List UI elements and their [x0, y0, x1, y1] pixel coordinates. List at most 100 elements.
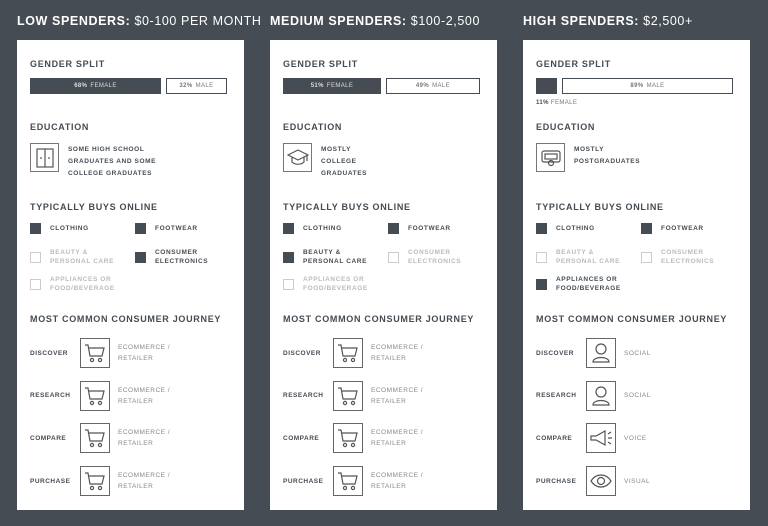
- gender-heading: GENDER SPLIT: [283, 59, 358, 69]
- journey-stage: COMPARE: [283, 434, 320, 442]
- journey-stage: PURCHASE: [536, 477, 577, 485]
- cart-icon: [80, 338, 110, 368]
- gender-split-bar: 89% MALE: [536, 78, 733, 94]
- checked-box-icon: [283, 251, 294, 263]
- female-bar: 68% FEMALE: [30, 78, 161, 94]
- eye-icon: [586, 466, 616, 497]
- journey-channel: ECOMMERCE / RETAILER: [118, 472, 171, 491]
- male-bar: 49% MALE: [386, 78, 480, 94]
- gender-heading: GENDER SPLIT: [536, 59, 611, 69]
- buy-category-item: CONSUMER ELECTRONICS: [641, 248, 741, 266]
- buys-heading: TYPICALLY BUYS ONLINE: [536, 202, 664, 212]
- checked-box-icon: [388, 223, 399, 234]
- unchecked-box-icon: [641, 251, 652, 263]
- buy-category-item: CONSUMER ELECTRONICS: [135, 248, 235, 266]
- journey-row: COMPARE ECOMMERCE / RETAILER: [30, 423, 230, 454]
- journey-channel: ECOMMERCE / RETAILER: [371, 386, 424, 405]
- person-icon: [586, 380, 616, 411]
- diploma-icon: [536, 143, 565, 172]
- female-label: 11% FEMALE: [536, 100, 578, 106]
- journey-row: PURCHASE ECOMMERCE / RETAILER: [283, 466, 483, 497]
- cart-icon: [333, 423, 363, 454]
- panel-title: LOW SPENDERS: $0-100 PER MONTH: [17, 14, 262, 28]
- journey-row: COMPARE VOICE: [536, 423, 736, 454]
- buys-heading: TYPICALLY BUYS ONLINE: [283, 202, 411, 212]
- education-text: MOSTLY POSTGRADUATES: [574, 146, 641, 165]
- journey-stage: COMPARE: [536, 434, 573, 442]
- spender-panel: GENDER SPLIT 51% FEMALE 49% MALE EDUCATION MOS…: [270, 40, 497, 510]
- journey-channel: SOCIAL: [624, 349, 651, 357]
- buy-category-item: APPLIANCES OR FOOD/BEVERAGE: [283, 275, 383, 293]
- journey-channel: ECOMMERCE / RETAILER: [118, 429, 171, 448]
- buy-category-item: CLOTHING: [30, 223, 130, 234]
- journey-row: DISCOVER SOCIAL: [536, 338, 736, 368]
- journey-heading: MOST COMMON CONSUMER JOURNEY: [30, 314, 222, 324]
- journey-stage: PURCHASE: [283, 477, 324, 485]
- journey-channel: SOCIAL: [624, 392, 651, 400]
- education-text: SOME HIGH SCHOOL GRADUATES AND SOME COLLEG…: [68, 146, 157, 177]
- journey-stage: RESEARCH: [536, 392, 577, 400]
- cart-icon: [333, 338, 363, 368]
- journey-stage: DISCOVER: [30, 349, 68, 357]
- buy-category-item: CONSUMER ELECTRONICS: [388, 248, 488, 266]
- unchecked-box-icon: [30, 251, 41, 263]
- buy-category-item: FOOTWEAR: [135, 223, 235, 234]
- gender-split-bar: 68% FEMALE 32% MALE: [30, 78, 227, 94]
- graduation-cap-icon: [283, 143, 312, 172]
- journey-channel: ECOMMERCE / RETAILER: [371, 429, 424, 448]
- panel-title: MEDIUM SPENDERS: $100-2,500: [270, 14, 481, 28]
- journey-channel: ECOMMERCE / RETAILER: [118, 344, 171, 362]
- journey-row: RESEARCH ECOMMERCE / RETAILER: [283, 380, 483, 411]
- journey-stage: DISCOVER: [283, 349, 321, 357]
- megaphone-icon: [586, 423, 616, 454]
- lockers-icon: [30, 143, 59, 172]
- journey-row: DISCOVER ECOMMERCE / RETAILER: [283, 338, 483, 368]
- buy-category-item: FOOTWEAR: [641, 223, 741, 234]
- buy-category-item: BEAUTY & PERSONAL CARE: [536, 248, 636, 266]
- panel-title: HIGH SPENDERS: $2,500+: [523, 14, 693, 28]
- education-heading: EDUCATION: [30, 122, 90, 132]
- journey-stage: PURCHASE: [30, 477, 71, 485]
- journey-row: DISCOVER ECOMMERCE / RETAILER: [30, 338, 230, 368]
- checked-box-icon: [283, 223, 294, 234]
- unchecked-box-icon: [30, 278, 41, 290]
- buy-category-item: APPLIANCES OR FOOD/BEVERAGE: [536, 275, 636, 293]
- checked-box-icon: [536, 223, 547, 234]
- journey-stage: DISCOVER: [536, 349, 574, 357]
- buy-category-item: BEAUTY & PERSONAL CARE: [30, 248, 130, 266]
- education-text: MOSTLY COLLEGE GRADUATES: [321, 146, 368, 177]
- cart-icon: [80, 466, 110, 497]
- male-bar: 89% MALE: [562, 78, 733, 94]
- journey-channel: VOICE: [624, 434, 647, 442]
- spender-panel: GENDER SPLIT 89% MALE 11% FEMALE EDUCATION MOS…: [523, 40, 750, 510]
- unchecked-box-icon: [283, 278, 294, 290]
- cart-icon: [333, 466, 363, 497]
- journey-stage: COMPARE: [30, 434, 67, 442]
- buy-category-item: APPLIANCES OR FOOD/BEVERAGE: [30, 275, 130, 293]
- journey-row: COMPARE ECOMMERCE / RETAILER: [283, 423, 483, 454]
- checked-box-icon: [135, 251, 146, 263]
- journey-row: PURCHASE ECOMMERCE / RETAILER: [30, 466, 230, 497]
- journey-row: RESEARCH ECOMMERCE / RETAILER: [30, 380, 230, 411]
- unchecked-box-icon: [388, 251, 399, 263]
- male-bar: 32% MALE: [166, 78, 227, 94]
- journey-channel: ECOMMERCE / RETAILER: [118, 386, 171, 405]
- cart-icon: [80, 380, 110, 411]
- journey-stage: RESEARCH: [30, 392, 71, 400]
- buys-heading: TYPICALLY BUYS ONLINE: [30, 202, 158, 212]
- buy-category-item: FOOTWEAR: [388, 223, 488, 234]
- journey-row: RESEARCH SOCIAL: [536, 380, 736, 411]
- checked-box-icon: [135, 223, 146, 234]
- journey-heading: MOST COMMON CONSUMER JOURNEY: [283, 314, 475, 324]
- cart-icon: [333, 380, 363, 411]
- education-heading: EDUCATION: [536, 122, 596, 132]
- checked-box-icon: [641, 223, 652, 234]
- journey-row: PURCHASE VISUAL: [536, 466, 736, 497]
- education-heading: EDUCATION: [283, 122, 343, 132]
- buy-category-item: BEAUTY & PERSONAL CARE: [283, 248, 383, 266]
- journey-heading: MOST COMMON CONSUMER JOURNEY: [536, 314, 728, 324]
- checked-box-icon: [30, 223, 41, 234]
- checked-box-icon: [536, 278, 547, 290]
- gender-heading: GENDER SPLIT: [30, 59, 105, 69]
- spender-panel: GENDER SPLIT 68% FEMALE 32% MALE EDUCATION SOM…: [17, 40, 244, 510]
